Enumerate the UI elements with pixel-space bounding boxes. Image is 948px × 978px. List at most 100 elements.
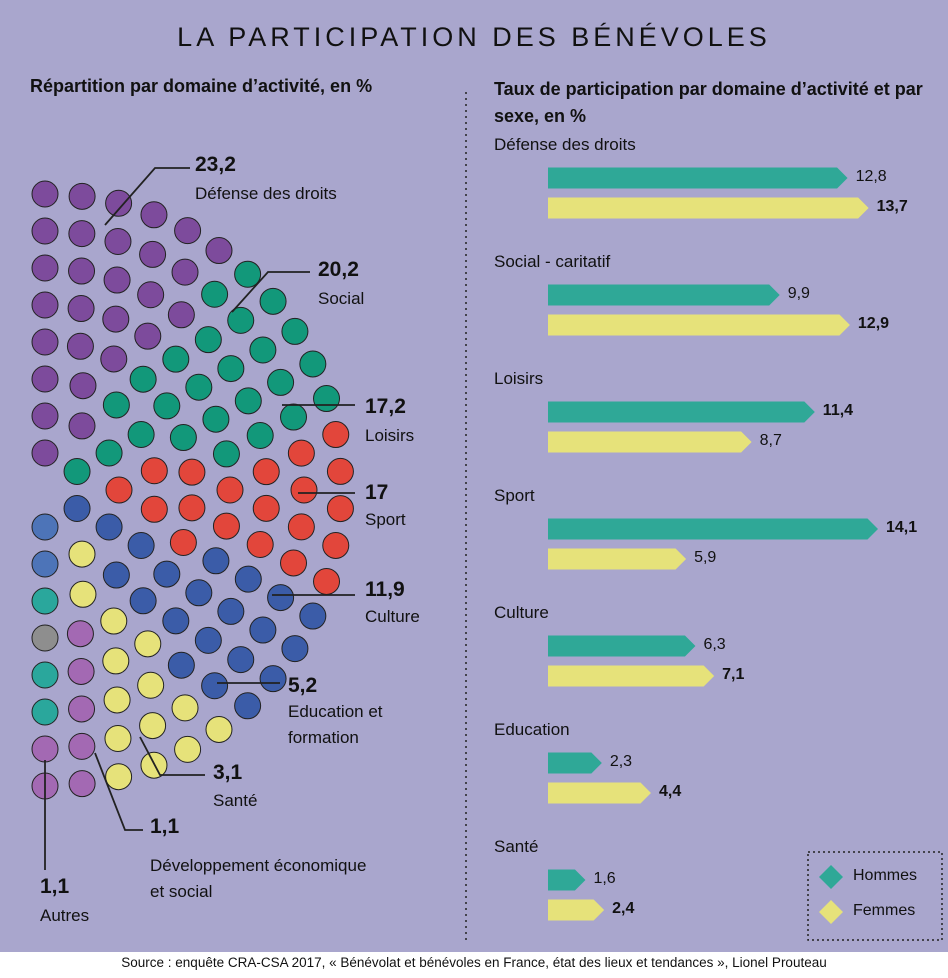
bar-value-label: 12,9 [858,315,889,333]
dot [327,496,353,522]
dot [235,566,261,592]
legend-label: Femmes [853,902,915,920]
dot [228,647,254,673]
dot [141,496,167,522]
dot [141,458,167,484]
dot [203,548,229,574]
dot [69,733,95,759]
dot [247,423,273,449]
category-label: Education et formation [288,699,408,751]
dot [186,580,212,606]
dot [32,440,58,466]
dot [314,568,340,594]
dot [130,588,156,614]
bar [548,900,604,921]
dot [101,346,127,372]
dot [32,218,58,244]
value-label: 17 [365,481,388,505]
value-label: 20,2 [318,258,359,282]
category-label: Education [494,720,570,740]
dot [69,183,95,209]
bar-value-label: 2,3 [610,753,632,771]
dot [138,282,164,308]
value-label: 5,2 [288,674,317,698]
dot [281,404,307,430]
bar [548,432,752,453]
dot [32,699,58,725]
dot [163,346,189,372]
category-label: Sport [494,486,535,506]
dot [105,726,131,752]
dot [67,621,93,647]
dot [32,181,58,207]
page-title: LA PARTICIPATION DES BÉNÉVOLES [0,22,948,53]
dot [288,440,314,466]
dot [253,495,279,521]
legend-label: Hommes [853,867,917,885]
bar-value-label: 14,1 [886,519,917,537]
dot [172,695,198,721]
dot [32,255,58,281]
dot [106,477,132,503]
bar [548,783,651,804]
dot [69,696,95,722]
dot [281,550,307,576]
value-label: 3,1 [213,761,242,785]
dot [179,459,205,485]
bar [548,402,815,423]
dot [154,561,180,587]
bar-value-label: 11,4 [823,402,853,420]
dot [130,366,156,392]
value-label: 11,9 [365,578,405,602]
category-label: Santé [213,788,313,814]
bar-value-label: 12,8 [856,168,887,186]
dot [260,666,286,692]
dot [32,551,58,577]
dot [154,393,180,419]
bar [548,636,695,657]
dot [202,281,228,307]
dot [101,608,127,634]
value-label: 17,2 [365,395,406,419]
dot [206,716,232,742]
legend-swatch [819,865,843,889]
dot [32,625,58,651]
dot [69,541,95,567]
category-label: Défense des droits [494,135,636,155]
dot [103,392,129,418]
dot [70,373,96,399]
dot [64,496,90,522]
dot [32,403,58,429]
dot [103,306,129,332]
dot [282,318,308,344]
dot [141,202,167,228]
dot [202,673,228,699]
category-label: Social - caritatif [494,252,610,272]
category-label: Culture [365,604,465,630]
dot [218,598,244,624]
right-chart-title: Taux de participation par domaine d’acti… [494,76,944,130]
dot [32,514,58,540]
dot [168,302,194,328]
dot [288,514,314,540]
dot [68,296,94,322]
bar [548,753,602,774]
dot [170,529,196,555]
dot [128,422,154,448]
dot [103,562,129,588]
dot [32,736,58,762]
bar [548,285,780,306]
bar [548,315,850,336]
dot [291,477,317,503]
value-label: 1,1 [40,875,69,899]
bar-value-label: 13,7 [877,198,908,216]
dot [170,425,196,451]
dot [250,617,276,643]
dot [323,422,349,448]
dot [163,608,189,634]
dot [206,238,232,264]
dot [300,603,326,629]
dot [168,652,194,678]
infographic: LA PARTICIPATION DES BÉNÉVOLES Répartiti… [0,0,948,978]
dot [32,329,58,355]
